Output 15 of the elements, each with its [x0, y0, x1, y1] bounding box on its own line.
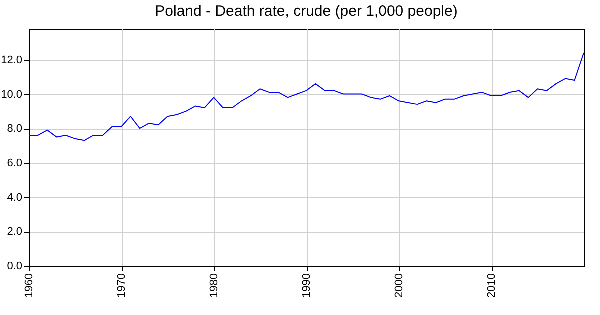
y-tick-label: 2.0: [7, 226, 22, 238]
y-tick-label: 0.0: [7, 260, 22, 272]
y-tick-label: 12.0: [1, 54, 22, 66]
line-series: [29, 52, 584, 142]
y-tick-label: 8.0: [7, 123, 22, 136]
x-tick-label: 1990: [301, 274, 313, 298]
x-tick-label: 1960: [24, 274, 36, 298]
x-tick-label: 2010: [486, 274, 498, 298]
x-tick-label: 1980: [208, 274, 220, 298]
y-tick-label: 6.0: [7, 157, 22, 170]
x-tick-label: 1970: [116, 274, 128, 298]
x-tick-label: 2000: [394, 274, 406, 298]
y-tick-label: 10.0: [1, 88, 22, 101]
y-tick-label: 4.0: [7, 192, 22, 204]
chart-title: Poland - Death rate, crude (per 1,000 people): [155, 3, 458, 20]
